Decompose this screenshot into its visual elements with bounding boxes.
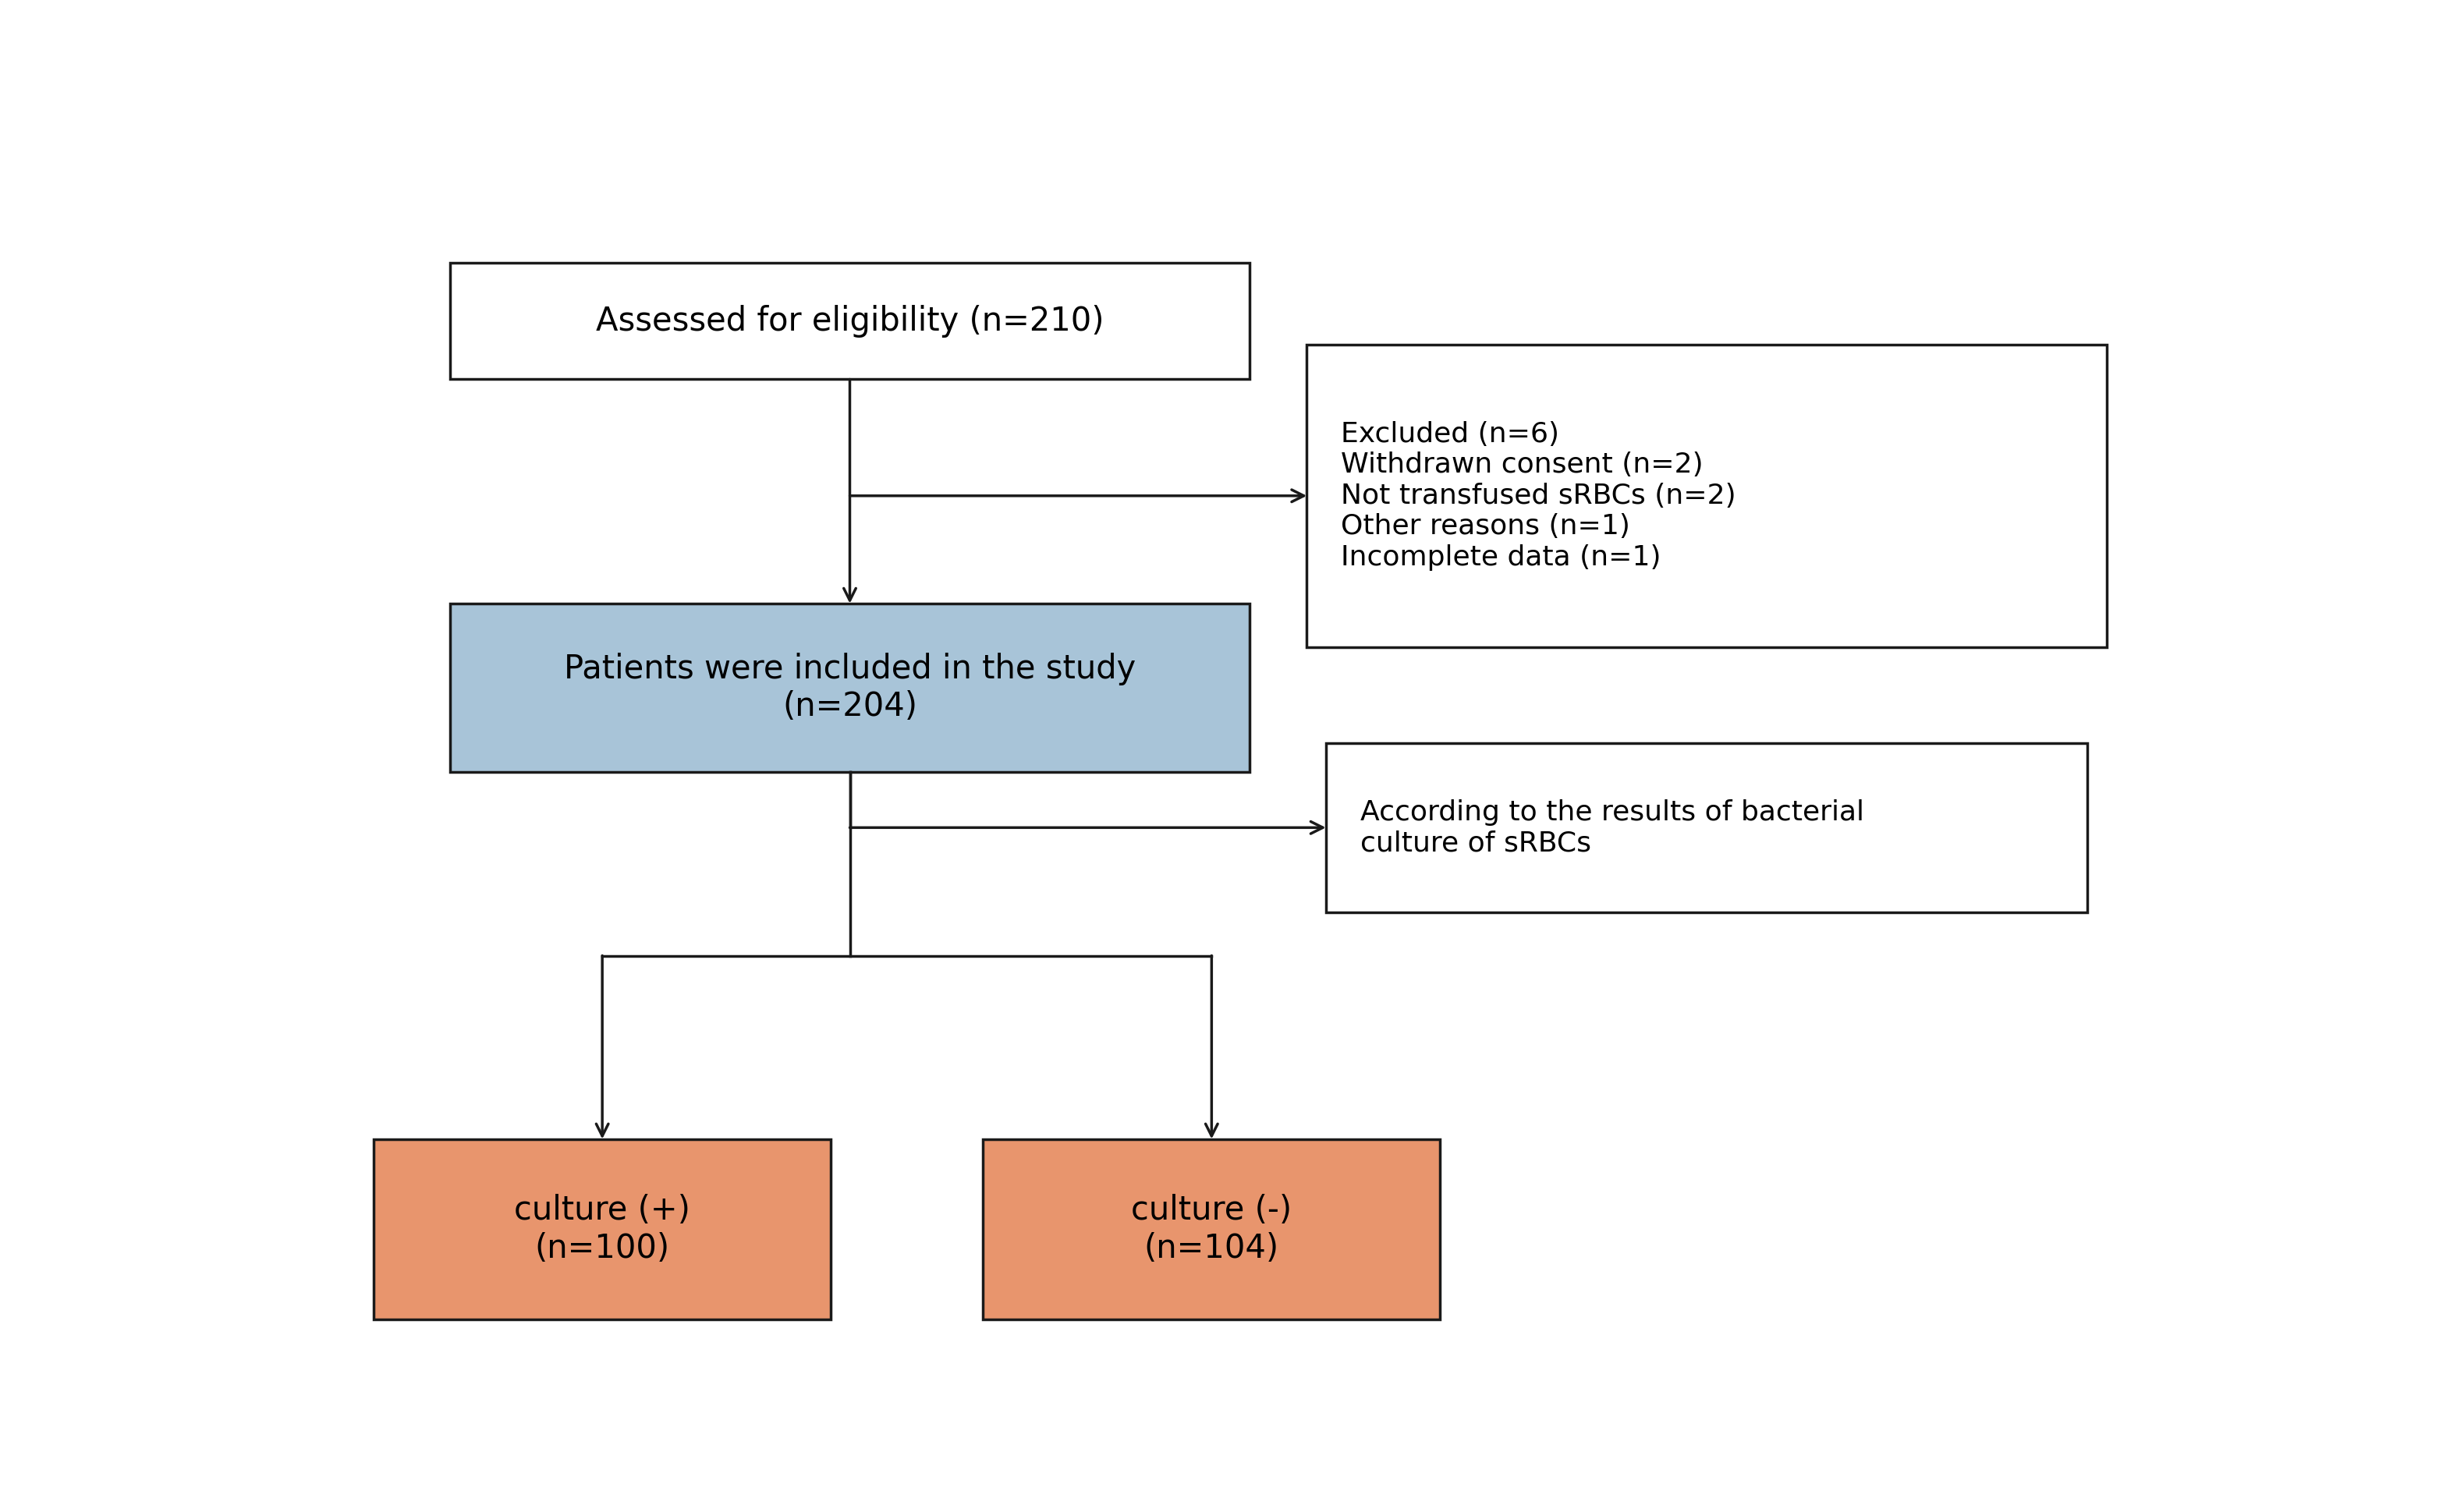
FancyBboxPatch shape <box>1327 744 2088 912</box>
Text: Excluded (n=6)
Withdrawn consent (n=2)
Not transfused sRBCs (n=2)
Other reasons : Excluded (n=6) Withdrawn consent (n=2) N… <box>1342 420 1737 570</box>
FancyBboxPatch shape <box>983 1139 1440 1320</box>
Text: According to the results of bacterial
culture of sRBCs: According to the results of bacterial cu… <box>1361 798 1865 856</box>
Text: culture (-)
(n=104): culture (-) (n=104) <box>1130 1194 1292 1264</box>
Text: Assessed for eligibility (n=210): Assessed for eligibility (n=210) <box>595 305 1103 337</box>
FancyBboxPatch shape <box>450 603 1251 773</box>
FancyBboxPatch shape <box>450 263 1251 380</box>
FancyBboxPatch shape <box>1307 345 2106 647</box>
FancyBboxPatch shape <box>373 1139 830 1320</box>
Text: Patients were included in the study
(n=204): Patients were included in the study (n=2… <box>563 653 1135 723</box>
Text: culture (+)
(n=100): culture (+) (n=100) <box>514 1194 690 1264</box>
